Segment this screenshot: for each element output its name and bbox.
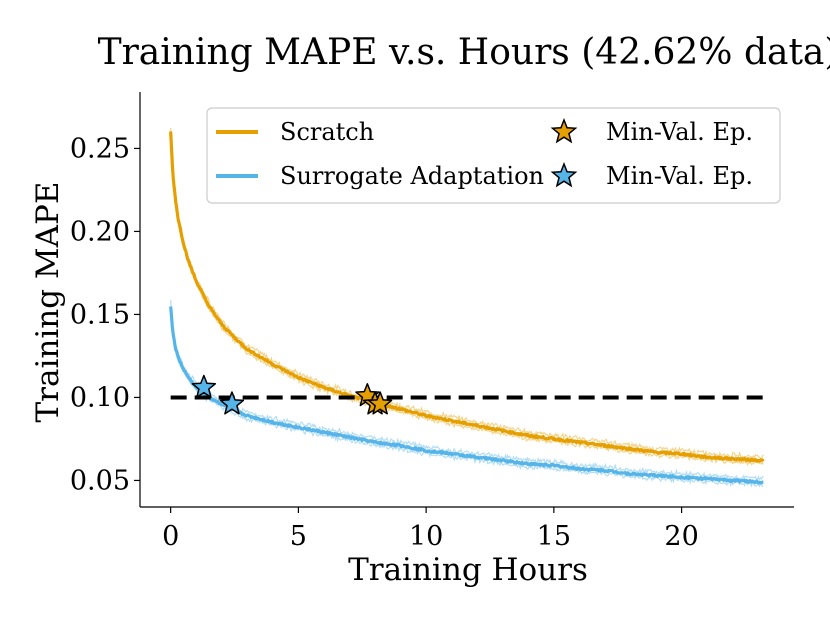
legend-star-scratch (550, 117, 578, 144)
x-axis: 0 5 10 15 20 (140, 506, 794, 552)
x-tick-label: 5 (290, 521, 307, 552)
y-tick-label: 0.10 (70, 382, 130, 413)
y-tick-label: 0.25 (70, 133, 130, 164)
y-tick-label: 0.15 (70, 299, 130, 330)
scratch-series-line (169, 131, 765, 463)
scratch-series-band (170, 127, 764, 462)
x-axis-label: Training Hours (348, 552, 588, 588)
surrogate-series-band (170, 300, 764, 482)
plot-area (169, 127, 765, 488)
x-tick-label: 10 (409, 521, 443, 552)
y-tick-label: 0.05 (70, 465, 130, 496)
legend-label-min-val-surrogate: Min-Val. Ep. (606, 162, 753, 190)
x-tick-label: 20 (664, 521, 698, 552)
scratch-min-val-star (367, 391, 393, 415)
surrogate-series-line (169, 306, 765, 485)
surrogate-min-val-star (191, 374, 217, 398)
legend: Scratch Min-Val. Ep. Surrogate Adaptation M… (206, 107, 781, 204)
y-axis: 0.05 0.10 0.15 0.20 0.25 (70, 92, 141, 507)
chart-title: Training MAPE v.s. Hours (42.62% data) (98, 32, 830, 73)
surrogate-series-band (170, 309, 764, 488)
legend-label-scratch: Scratch (280, 118, 374, 146)
x-tick-label: 15 (537, 521, 571, 552)
surrogate-min-val-star (219, 391, 245, 415)
x-tick-label: 0 (162, 521, 179, 552)
legend-box (206, 107, 781, 204)
y-axis-label: Training MAPE (30, 181, 66, 422)
legend-label-min-val-scratch: Min-Val. Ep. (606, 118, 753, 146)
y-tick-label: 0.20 (70, 216, 130, 247)
legend-label-surrogate: Surrogate Adaptation (280, 162, 544, 190)
legend-star-surrogate (550, 161, 578, 188)
